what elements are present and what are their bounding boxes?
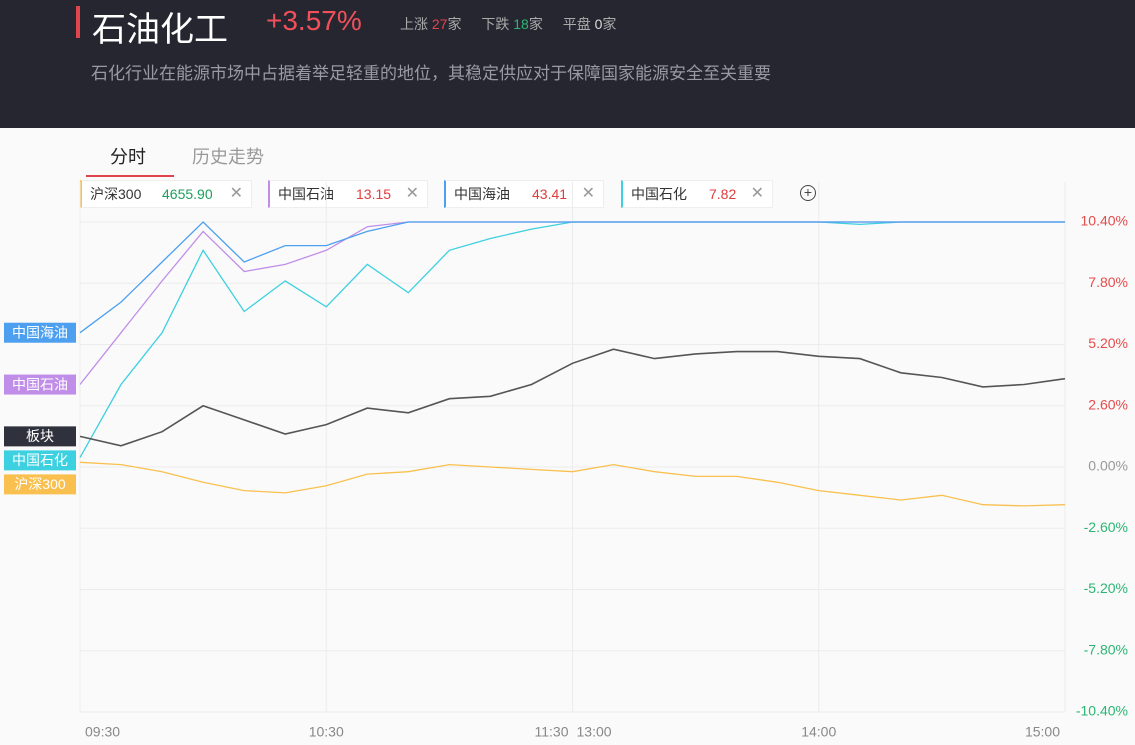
close-icon[interactable]: ✕ (229, 185, 243, 202)
y-tick-label: -7.80% (1084, 641, 1128, 657)
y-tick-label: -5.20% (1084, 580, 1128, 596)
unit: 家 (528, 16, 543, 32)
chip-name: 中国石化 (631, 186, 687, 202)
chip-price: 4655.90 (162, 186, 213, 202)
flat-label: 平盘 (562, 16, 591, 32)
watch-chip[interactable]: 中国石油 13.15 ✕ (268, 180, 428, 208)
close-icon[interactable]: ✕ (581, 185, 595, 202)
y-tick-label: -2.60% (1084, 519, 1128, 535)
tab-indicator (86, 175, 174, 177)
x-tick-label: 11:30 (535, 724, 569, 740)
y-tick-label: 0.00% (1088, 458, 1128, 474)
close-icon[interactable]: ✕ (405, 185, 419, 202)
watch-chip[interactable]: 沪深300 4655.90 ✕ (80, 180, 252, 208)
chip-name: 中国海油 (454, 186, 510, 202)
chip-price: 13.15 (356, 186, 392, 202)
y-tick-label: 2.60% (1088, 396, 1128, 412)
chip-price: 7.82 (709, 186, 737, 202)
unit: 家 (602, 16, 617, 32)
change: +3.57% (266, 5, 362, 36)
stats: 上涨 27家 下跌 18家 平盘 0家 (400, 14, 632, 34)
down-count: 18 (513, 16, 529, 32)
series-line (79, 348, 1066, 447)
series-tag (4, 322, 76, 343)
accent (76, 6, 80, 38)
series-tag-label: 沪深300 (14, 476, 66, 492)
tab[interactable]: 分时 (110, 147, 146, 167)
series-tag-label: 中国石化 (12, 452, 68, 468)
up-count: 27 (431, 16, 448, 32)
x-tick-label: 14:00 (801, 724, 836, 740)
chip-name: 沪深300 (90, 186, 142, 202)
header: 石油化工 +3.57% 上涨 27家 下跌 18家 平盘 0家 石化行业在能源市… (0, 0, 1135, 128)
x-tick-label: 09:30 (85, 724, 120, 740)
series-tag (4, 426, 76, 447)
x-tick-label: 15:00 (1025, 724, 1060, 740)
flat-count: 0 (594, 16, 603, 32)
add-button[interactable]: + (800, 185, 816, 201)
series-tag (4, 474, 76, 495)
watch-chip[interactable]: 中国海油 43.41 ✕ (444, 180, 604, 208)
series-tag (4, 374, 76, 395)
close-icon[interactable]: ✕ (750, 185, 764, 202)
series-tag (4, 450, 76, 471)
up-label: 上涨 (400, 16, 428, 32)
down-label: 下跌 (481, 16, 510, 32)
series-line (79, 221, 1065, 334)
y-tick-label: 5.20% (1088, 335, 1128, 351)
unit: 家 (447, 16, 462, 32)
y-tick-label: -10.40% (1076, 703, 1128, 719)
x-tick-label: 10:30 (309, 724, 344, 740)
series-tag-label: 板块 (26, 428, 54, 444)
chip-price: 43.41 (532, 186, 568, 202)
series-tag-label: 中国石油 (12, 376, 68, 392)
tab[interactable]: 历史走势 (192, 147, 264, 167)
series-tag-label: 中国海油 (12, 324, 68, 340)
watch-chip[interactable]: 中国石化 7.82 ✕ (621, 180, 773, 208)
y-tick-label: 7.80% (1088, 274, 1128, 290)
title: 石油化工 (92, 11, 228, 49)
x-tick-label: 13:00 (577, 724, 612, 740)
description: 石化行业在能源市场中占据着举足轻重的地位，其稳定供应对于保障国家能源安全至关重要 (91, 64, 771, 83)
chip-name: 中国石油 (278, 186, 334, 202)
y-tick-label: 10.40% (1081, 213, 1128, 229)
series-line (79, 461, 1066, 507)
